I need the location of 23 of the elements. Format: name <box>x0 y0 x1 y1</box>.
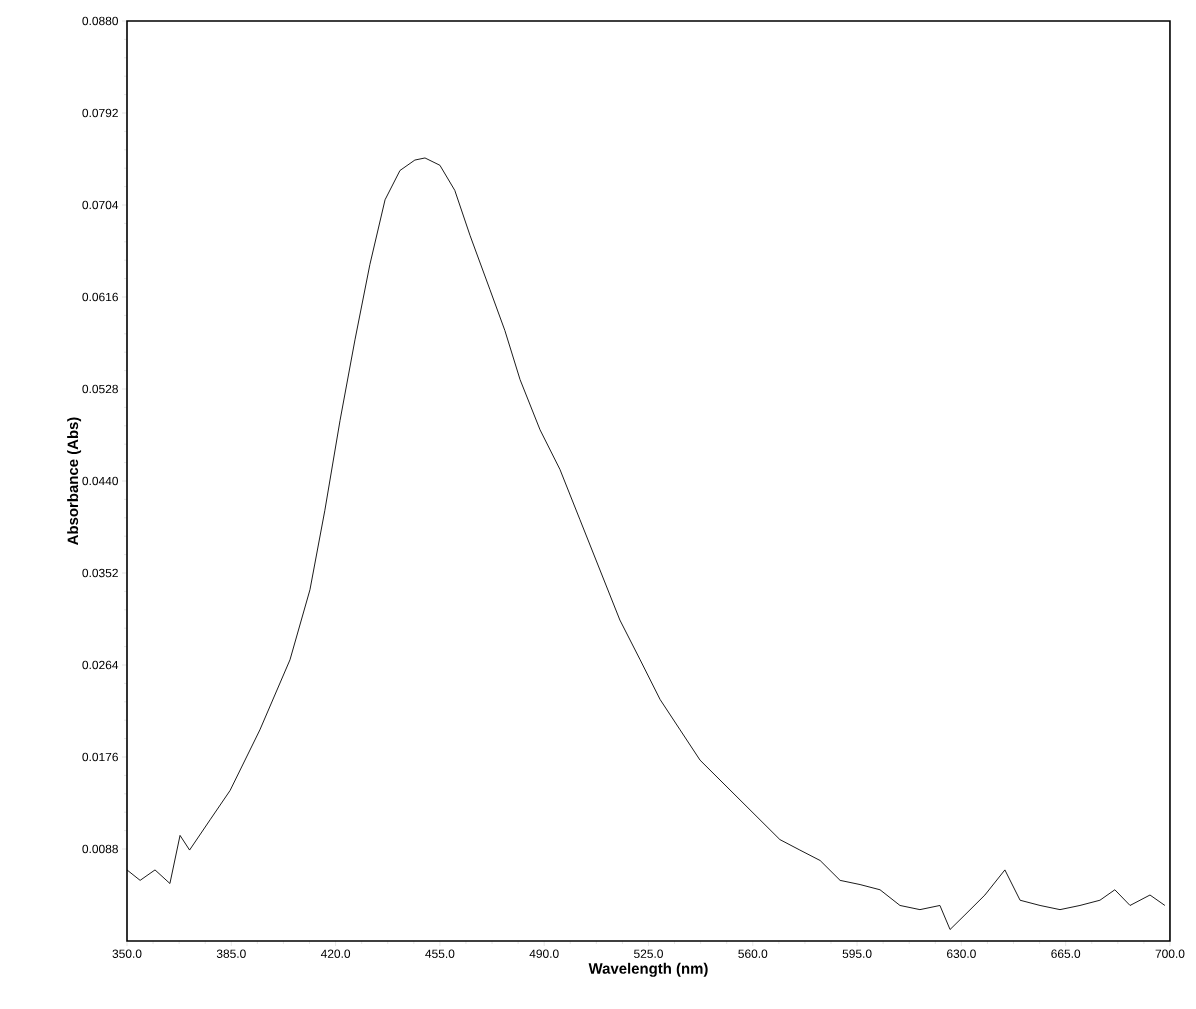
x-tick-label: 420.0 <box>320 949 351 958</box>
x-tick-label: 490.0 <box>529 949 559 958</box>
y-tick-label: 0.0616 <box>82 292 118 302</box>
y-tick-label: 0.0264 <box>82 660 119 670</box>
y-tick-label: 0.0088 <box>82 844 118 854</box>
y-tick-label: 0.0352 <box>82 568 118 578</box>
x-tick-label: 630.0 <box>947 949 976 958</box>
x-tick-label: 525.0 <box>634 949 663 958</box>
y-axis-title: Absorbance (Abs) <box>67 417 82 545</box>
x-tick-label: 385.0 <box>216 949 246 958</box>
y-tick-label: 0.0704 <box>82 200 119 210</box>
y-tick-label: 0.0176 <box>82 752 118 762</box>
x-tick-label: 350.0 <box>112 949 142 958</box>
y-tick-label: 0.0880 <box>82 16 119 26</box>
y-tick-label: 0.0528 <box>82 384 118 394</box>
x-tick-label: 595.0 <box>842 949 872 958</box>
x-tick-label: 560.0 <box>738 949 768 958</box>
x-tick-label: 700.0 <box>1155 949 1185 958</box>
y-tick-label: 0.0440 <box>82 476 119 486</box>
y-tick-label: 0.0792 <box>82 108 118 118</box>
x-tick-label: 665.0 <box>1051 949 1081 958</box>
x-tick-label: 455.0 <box>425 949 455 958</box>
x-axis-title: Wavelength (nm) <box>588 962 708 977</box>
